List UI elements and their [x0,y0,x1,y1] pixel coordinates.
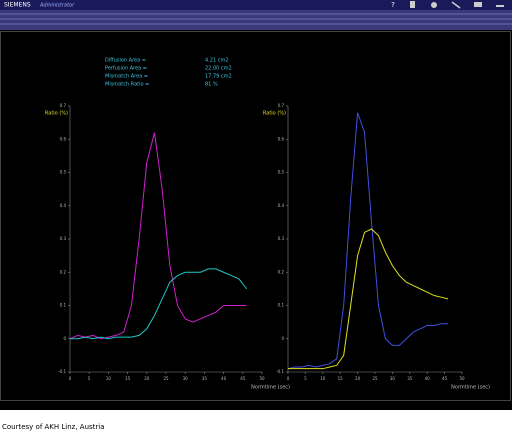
icon[interactable] [451,1,461,9]
x-tick-label: 45 [240,376,246,381]
x-tick-label: 0 [69,376,72,381]
toolbar [0,10,512,30]
y-tick-label: 0 [63,336,66,341]
y-tick-label: -0.1 [58,369,66,374]
x-tick-label: 40 [221,376,227,381]
y-tick-label: 0.3 [60,236,67,241]
stat-value: 22.00 cm2 [205,66,232,72]
stat-label: Mismatch Ratio = [105,82,149,88]
brand: SIEMENS [4,2,31,9]
stat-label: Perfusion Area = [105,66,147,72]
stat-label: Mismatch Area = [105,74,148,80]
icon[interactable] [474,2,482,7]
y-tick-label: 0.7 [60,103,67,108]
x-tick-label: 20 [355,376,361,381]
x-axis-title: Normtime (sec) [451,385,490,391]
y-tick-label: 0.6 [278,136,285,141]
y-tick-label: 0.5 [278,170,285,175]
curve [288,228,449,370]
x-tick-label: 5 [304,376,307,381]
x-tick-label: 5 [88,376,91,381]
curve [69,132,247,340]
y-tick-label: -0.1 [276,369,284,374]
x-tick-label: 30 [183,376,189,381]
x-tick-label: 50 [259,376,265,381]
stat-label: Diffusion Area = [105,58,146,64]
caption: Courtesy of AKH Linz, Austria [2,423,105,431]
x-tick-label: 35 [202,376,208,381]
stat-value: 4.21 cm2 [205,58,229,64]
help-button[interactable]: ? [391,1,395,9]
icon[interactable] [410,1,415,8]
y-tick-label: 0.1 [278,303,285,308]
x-tick-label: 10 [320,376,326,381]
user: Administrator [39,3,75,9]
x-tick-label: 25 [163,376,169,381]
y-tick-label: 0.6 [60,136,67,141]
x-tick-label: 0 [287,376,290,381]
y-tick-label: 0.1 [60,303,67,308]
y-tick-label: 0.5 [60,170,67,175]
x-tick-label: 45 [442,376,448,381]
x-tick-label: 20 [144,376,150,381]
y-axis-title: Ratio (%) [263,111,286,117]
stat-value: 81 % [205,82,218,88]
frame [0,31,511,401]
y-axis-title: Ratio (%) [45,111,68,117]
y-tick-label: 0.2 [60,269,67,274]
x-tick-label: 15 [125,376,131,381]
y-tick-label: 0 [281,336,284,341]
x-tick-label: 10 [106,376,112,381]
stat-value: 17.79 cm2 [205,74,232,80]
x-tick-label: 40 [425,376,431,381]
y-tick-label: 0.3 [278,236,285,241]
x-tick-label: 15 [338,376,344,381]
curve [287,112,449,370]
y-tick-label: 0.2 [278,269,285,274]
y-tick-label: 0.4 [60,203,67,208]
curve [70,268,248,340]
viewer-bg [0,0,512,410]
title-bar [0,0,512,10]
x-axis-title: Normtime (sec) [251,385,290,391]
y-tick-label: 0.4 [278,203,285,208]
x-tick-label: 35 [407,376,413,381]
y-tick-label: 0.7 [278,103,285,108]
icon[interactable] [431,2,437,8]
icon[interactable] [496,5,504,7]
x-tick-label: 25 [372,376,378,381]
x-tick-label: 50 [459,376,465,381]
x-tick-label: 30 [390,376,396,381]
